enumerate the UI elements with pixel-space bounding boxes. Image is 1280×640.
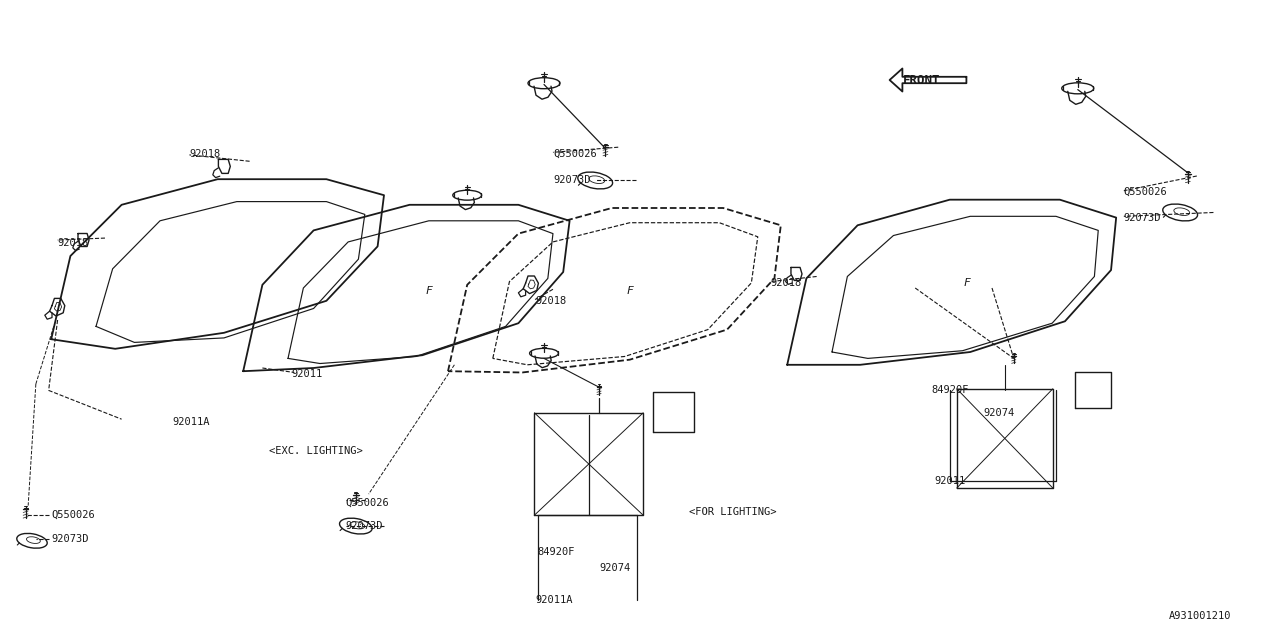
Text: <EXC. LIGHTING>: <EXC. LIGHTING> [269, 446, 362, 456]
Text: 92018: 92018 [535, 296, 566, 306]
Text: 84920F: 84920F [538, 547, 575, 557]
Text: 92011A: 92011A [173, 417, 210, 428]
Text: Q550026: Q550026 [346, 497, 389, 508]
Text: Q550026: Q550026 [51, 510, 95, 520]
Text: 92018: 92018 [771, 278, 801, 288]
Text: 92011: 92011 [292, 369, 323, 380]
Text: 84920F: 84920F [932, 385, 969, 396]
Text: 92011: 92011 [934, 476, 965, 486]
Text: F: F [425, 286, 433, 296]
Text: F: F [963, 278, 970, 288]
Text: 92073D: 92073D [553, 175, 590, 186]
Text: Q550026: Q550026 [553, 148, 596, 159]
Text: 92018: 92018 [58, 238, 88, 248]
Text: 92073D: 92073D [346, 521, 383, 531]
Text: A931001210: A931001210 [1169, 611, 1231, 621]
Text: 92011A: 92011A [535, 595, 572, 605]
Text: F: F [626, 286, 634, 296]
Text: <FOR LIGHTING>: <FOR LIGHTING> [689, 507, 776, 517]
Text: Q550026: Q550026 [1124, 187, 1167, 197]
Text: 92073D: 92073D [51, 534, 88, 544]
Text: 92074: 92074 [983, 408, 1014, 418]
Text: 92018: 92018 [189, 148, 220, 159]
Text: 92074: 92074 [599, 563, 630, 573]
Text: FRONT: FRONT [902, 74, 940, 86]
Text: 92073D: 92073D [1124, 212, 1161, 223]
